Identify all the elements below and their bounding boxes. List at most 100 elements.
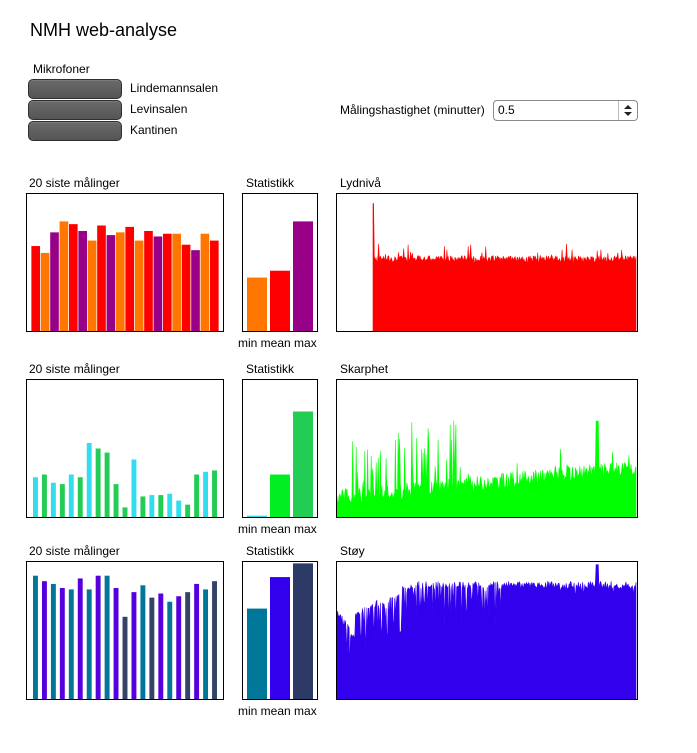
stats-chart-svg — [247, 221, 313, 331]
history-bar — [158, 593, 164, 699]
stats-label: Statistikk — [246, 544, 295, 558]
history-bar — [185, 504, 191, 517]
history-bar — [200, 233, 210, 331]
microphone-name: Lindemannsalen — [130, 81, 219, 95]
series-chart — [336, 379, 638, 518]
page-title: NMH web-analyse — [30, 20, 178, 40]
history-chart — [26, 193, 224, 332]
history-bar — [31, 246, 41, 331]
history-bar — [144, 230, 153, 331]
history-label: 20 siste målinger — [29, 544, 120, 558]
series-chart-svg — [337, 564, 637, 699]
history-bar — [59, 221, 69, 331]
history-bar — [212, 470, 217, 517]
history-bar — [131, 592, 137, 699]
speed-label: Målingshastighet (minutter) — [340, 103, 485, 117]
history-bar — [86, 589, 92, 699]
history-bar — [87, 240, 97, 331]
history-bar — [167, 601, 173, 699]
history-bar — [77, 578, 83, 699]
history-bar — [158, 495, 164, 517]
history-bar — [185, 592, 191, 699]
stepper-up-icon[interactable] — [624, 105, 632, 109]
history-bar — [209, 240, 219, 331]
history-bar — [203, 471, 209, 517]
series-label: Lydnivå — [340, 176, 381, 190]
history-bar — [122, 616, 128, 699]
speed-stepper[interactable] — [618, 101, 637, 120]
history-bar — [33, 575, 38, 699]
history-bar — [176, 596, 182, 699]
history-bar — [68, 589, 74, 699]
series-label: Skarphet — [340, 362, 389, 376]
stats-chart-svg — [247, 411, 313, 517]
history-bar — [113, 484, 119, 517]
history-bar — [77, 477, 83, 517]
stats-bar-min — [247, 608, 267, 699]
history-chart-svg — [33, 443, 217, 517]
history-chart — [26, 561, 224, 700]
series-chart — [336, 561, 638, 700]
microphone-button-lindemannsalen[interactable] — [28, 79, 122, 99]
stats-bar-mean — [270, 270, 290, 331]
stats-bar-max — [293, 563, 313, 699]
history-bar — [59, 484, 65, 517]
history-bar — [50, 482, 56, 517]
history-bar — [113, 588, 119, 699]
stats-axis-label: min mean max — [238, 522, 317, 536]
stats-bar-max — [293, 221, 313, 331]
history-bar — [106, 235, 116, 331]
series-label: Støy — [340, 544, 365, 558]
history-bar — [176, 500, 182, 517]
history-bar — [181, 244, 191, 331]
history-label: 20 siste målinger — [29, 176, 120, 190]
history-bar — [162, 233, 172, 331]
history-bar — [191, 250, 200, 331]
history-label: 20 siste målinger — [29, 362, 120, 376]
series-chart-svg — [337, 420, 637, 517]
history-bar — [172, 233, 182, 331]
series-chart-svg — [372, 203, 637, 331]
microphone-button-kantinen[interactable] — [28, 121, 122, 141]
history-bar — [167, 493, 173, 517]
history-chart-svg — [33, 575, 217, 699]
stats-bar-mean — [270, 474, 290, 517]
history-bar — [41, 474, 47, 517]
microphones-label: Mikrofoner — [33, 62, 90, 76]
speed-input[interactable]: 0.5 — [493, 100, 638, 121]
speed-value: 0.5 — [498, 103, 515, 117]
stats-axis-label: min mean max — [238, 336, 317, 350]
history-bar — [140, 585, 146, 699]
history-bar — [149, 495, 155, 517]
series-area — [337, 564, 637, 699]
history-bar — [194, 583, 200, 699]
microphone-name: Levinsalen — [130, 102, 188, 116]
history-bar — [194, 474, 200, 517]
history-bar — [122, 507, 128, 517]
history-bar — [104, 452, 110, 517]
history-bar — [41, 581, 47, 699]
history-bar — [153, 236, 163, 331]
history-bar — [212, 581, 217, 699]
stats-bar-min — [247, 277, 267, 331]
stats-bar-min — [247, 515, 267, 517]
history-bar — [203, 589, 209, 699]
history-bar — [59, 588, 65, 699]
history-bar — [97, 225, 106, 331]
history-bar — [95, 575, 101, 699]
series-area — [372, 203, 637, 331]
stats-label: Statistikk — [246, 362, 295, 376]
microphone-button-levinsalen[interactable] — [28, 100, 122, 120]
stats-chart — [242, 561, 318, 700]
history-chart-svg — [31, 221, 219, 331]
history-bar — [68, 474, 74, 517]
stats-chart-svg — [247, 563, 313, 699]
series-chart — [336, 193, 638, 332]
history-bar — [134, 240, 144, 331]
series-area — [337, 420, 637, 517]
stats-chart — [242, 379, 318, 518]
microphone-name: Kantinen — [130, 123, 178, 137]
history-bar — [131, 459, 137, 517]
stepper-down-icon[interactable] — [624, 112, 632, 116]
history-bar — [86, 443, 92, 517]
